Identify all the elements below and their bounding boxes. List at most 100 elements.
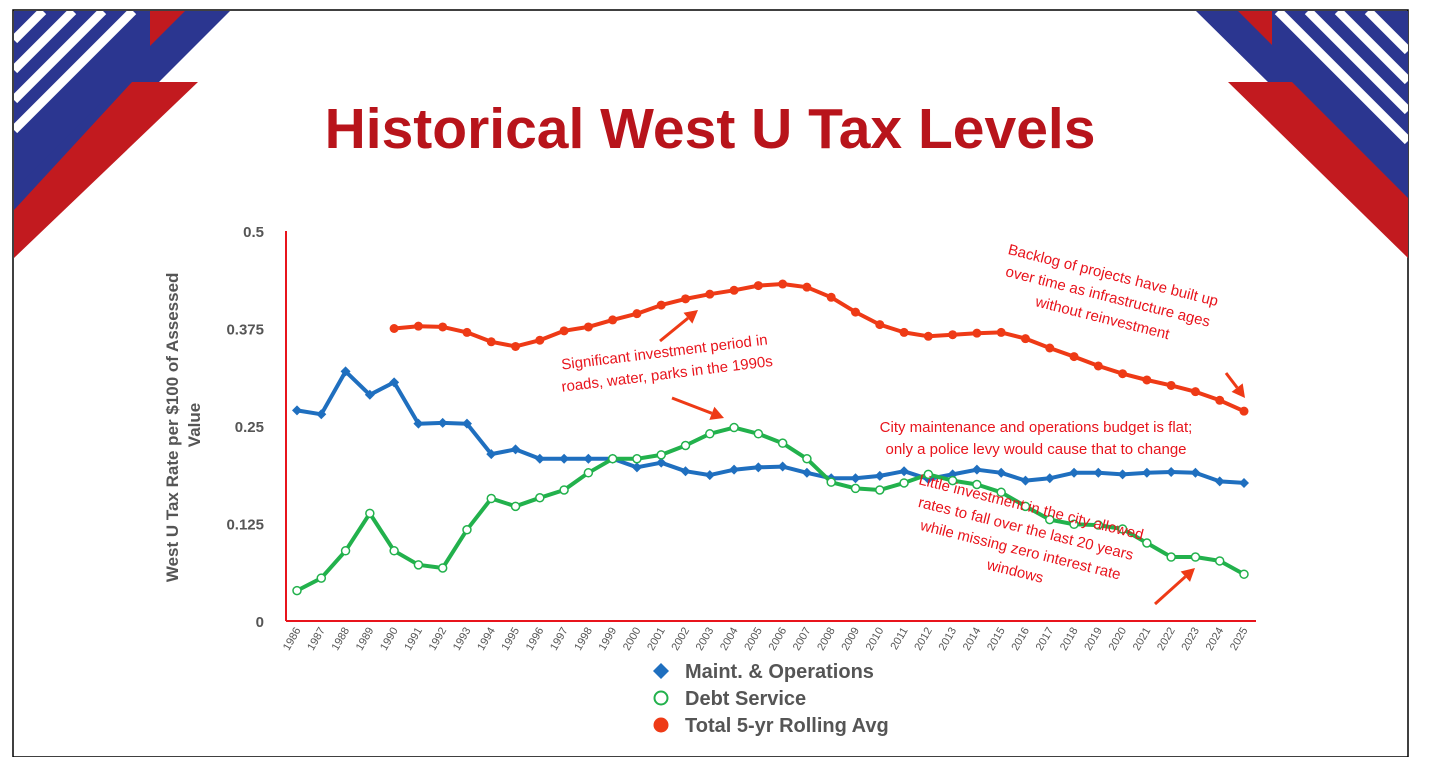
data-point (292, 405, 302, 416)
data-point (777, 461, 788, 472)
data-point (680, 466, 691, 477)
data-point (850, 483, 861, 494)
data-point (753, 429, 764, 439)
data-point (899, 466, 910, 477)
legend-marker (653, 663, 669, 679)
legend-label: Total 5-yr Rolling Avg (685, 715, 889, 737)
data-point (681, 294, 691, 304)
data-point (340, 366, 351, 377)
data-point (437, 563, 448, 573)
data-point (462, 524, 472, 535)
data-point (510, 501, 521, 512)
data-point (1215, 395, 1225, 405)
data-point (511, 341, 521, 351)
data-point (1190, 467, 1201, 478)
data-point (899, 327, 909, 337)
top-right-banner (1196, 11, 1408, 258)
data-point (875, 485, 885, 495)
data-point (631, 462, 642, 473)
data-point (1093, 467, 1104, 478)
legend-item-maint-operations: Maint. & Operations (653, 661, 874, 683)
y-tick-label: 0.5 (243, 224, 264, 241)
data-point (972, 328, 982, 338)
data-point (656, 300, 666, 310)
top-left-banner (14, 11, 230, 258)
data-point (1190, 387, 1200, 397)
annotation-arrow (1153, 568, 1195, 606)
data-point (1117, 524, 1128, 534)
data-point (972, 479, 982, 490)
data-point (875, 320, 885, 330)
series-line-maint-operations (296, 369, 1245, 485)
data-point (948, 330, 958, 340)
data-point (923, 469, 934, 480)
data-point (389, 324, 399, 333)
data-point (1166, 467, 1177, 478)
data-point (1020, 501, 1031, 512)
data-point (1239, 569, 1249, 579)
y-tick-labels: 0 0.125 0.25 0.375 0.5 (226, 224, 264, 631)
data-point (1045, 343, 1055, 353)
data-point (583, 468, 594, 478)
legend-item-debt-service: Debt Service (653, 688, 806, 710)
data-point (1069, 519, 1079, 530)
data-point (1239, 477, 1249, 488)
data-point (486, 337, 496, 347)
data-point (389, 546, 399, 556)
data-point (1117, 469, 1128, 480)
data-point (802, 454, 812, 464)
series-total-5-yr-rolling-avg (389, 279, 1249, 416)
series-maint-operations (292, 366, 1249, 488)
series-layer (292, 279, 1249, 596)
y-tick-label: 0.375 (226, 322, 264, 339)
data-point (1141, 467, 1152, 478)
data-point (389, 377, 400, 388)
annotation-arrow (659, 310, 698, 343)
data-point (559, 326, 569, 336)
data-point (316, 409, 327, 420)
annotation-line: only a police levy would cause that to c… (885, 441, 1186, 458)
data-point (971, 464, 982, 475)
data-point (923, 331, 933, 341)
data-point (607, 454, 618, 464)
legend-item-total-5-yr-rolling-avg: Total 5-yr Rolling Avg (653, 715, 889, 737)
data-point (437, 417, 448, 428)
data-point (632, 309, 642, 319)
data-point (826, 292, 836, 302)
data-point (996, 487, 1006, 498)
data-point (1069, 467, 1080, 478)
data-point (1214, 476, 1225, 487)
data-point (413, 418, 424, 429)
data-point (1044, 473, 1055, 484)
data-point (1239, 406, 1249, 416)
data-point (1093, 361, 1103, 371)
data-point (656, 450, 666, 460)
data-point (608, 315, 618, 325)
data-point (1044, 514, 1055, 525)
slide-title: Historical West U Tax Levels (325, 97, 1096, 161)
data-point (316, 573, 327, 583)
legend-label: Debt Service (685, 688, 806, 710)
data-point (364, 389, 375, 400)
data-point (996, 327, 1006, 337)
data-point (1214, 556, 1225, 566)
series-debt-service (292, 422, 1249, 596)
data-point (680, 440, 691, 451)
legend-label: Maint. & Operations (685, 661, 874, 683)
data-point (801, 467, 812, 478)
data-point (632, 454, 642, 464)
data-point (413, 321, 423, 331)
data-point (559, 485, 569, 495)
annotation-arrow (671, 396, 724, 420)
data-point (1166, 552, 1176, 562)
data-point (802, 282, 812, 292)
data-point (559, 453, 570, 464)
data-point (996, 467, 1007, 478)
data-point (656, 457, 667, 468)
legend: Maint. & Operations Debt Service Total 5-y… (653, 661, 889, 737)
data-point (753, 281, 763, 291)
data-point (535, 493, 545, 503)
y-tick-label: 0 (256, 614, 264, 631)
